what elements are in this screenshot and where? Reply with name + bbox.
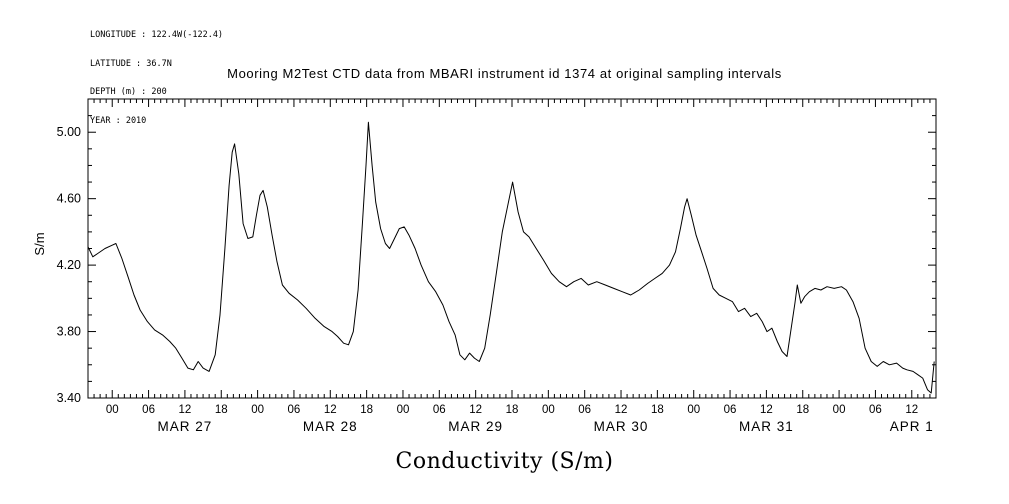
metadata-latitude: LATITUDE : 36.7N [90,58,172,69]
metadata-block: LONGITUDE : 122.4W(-122.4) LATITUDE : 36… [90,12,223,145]
conductivity-line [87,121,935,394]
x-tick-label: 00 [687,404,700,416]
x-tick-labels: 00 06 12 18 00 06 12 18 00 06 12 18 00 06 12 18 00 06 12 18… [106,404,918,416]
metadata-longitude: LONGITUDE : 122.4W(-122.4) [90,30,224,40]
x-tick-label: 00 [106,404,119,416]
x-tick-label: 00 [251,404,264,416]
metadata-year: YEAR : 2010 [90,115,147,126]
x-tick-label: 18 [651,404,664,416]
x-tick-label: 12 [469,404,482,416]
day-label: MAR 28 [303,419,358,434]
x-tick-label: 18 [506,404,519,416]
x-tick-label: 06 [869,404,882,416]
y-tick-label: 4.20 [57,258,81,272]
x-tick-label: 12 [760,404,773,416]
day-label: APR 1 [890,419,934,434]
day-label: MAR 31 [739,419,794,434]
x-tick-label: 18 [360,404,373,416]
x-tick-label: 06 [724,404,737,416]
y-tick-label: 3.80 [57,325,81,339]
metadata-depth: DEPTH (m) : 200 [90,87,167,97]
x-tick-label: 06 [578,404,591,416]
x-axis-caption: Conductivity (S/m) [395,449,614,474]
x-tick-label: 06 [288,404,301,416]
y-ticks [88,98,936,399]
day-labels: MAR 27 MAR 28 MAR 29 MAR 30 MAR 31 APR 1 [158,419,934,434]
x-tick-label: 00 [542,404,555,416]
x-tick-label: 06 [142,404,155,416]
y-tick-label: 4.60 [57,192,81,206]
day-label: MAR 27 [158,419,213,434]
y-tick-labels: 3.40 3.80 4.20 4.60 5.00 [57,125,81,405]
x-tick-label: 06 [433,404,446,416]
y-tick-label: 5.00 [57,125,81,139]
day-label: MAR 30 [594,419,649,434]
x-tick-label: 18 [796,404,809,416]
y-axis-label: S/m [32,232,47,256]
x-tick-label: 12 [615,404,628,416]
x-tick-label: 18 [215,404,228,416]
x-tick-label: 12 [179,404,192,416]
y-tick-label: 3.40 [57,391,81,405]
day-label: MAR 29 [448,419,503,434]
x-tick-label: 12 [324,404,337,416]
plot-title: Mooring M2Test CTD data from MBARI instr… [227,66,782,81]
x-tick-label: 00 [833,404,846,416]
x-tick-label: 00 [397,404,410,416]
x-tick-label: 12 [905,404,918,416]
x-ticks [87,99,937,398]
